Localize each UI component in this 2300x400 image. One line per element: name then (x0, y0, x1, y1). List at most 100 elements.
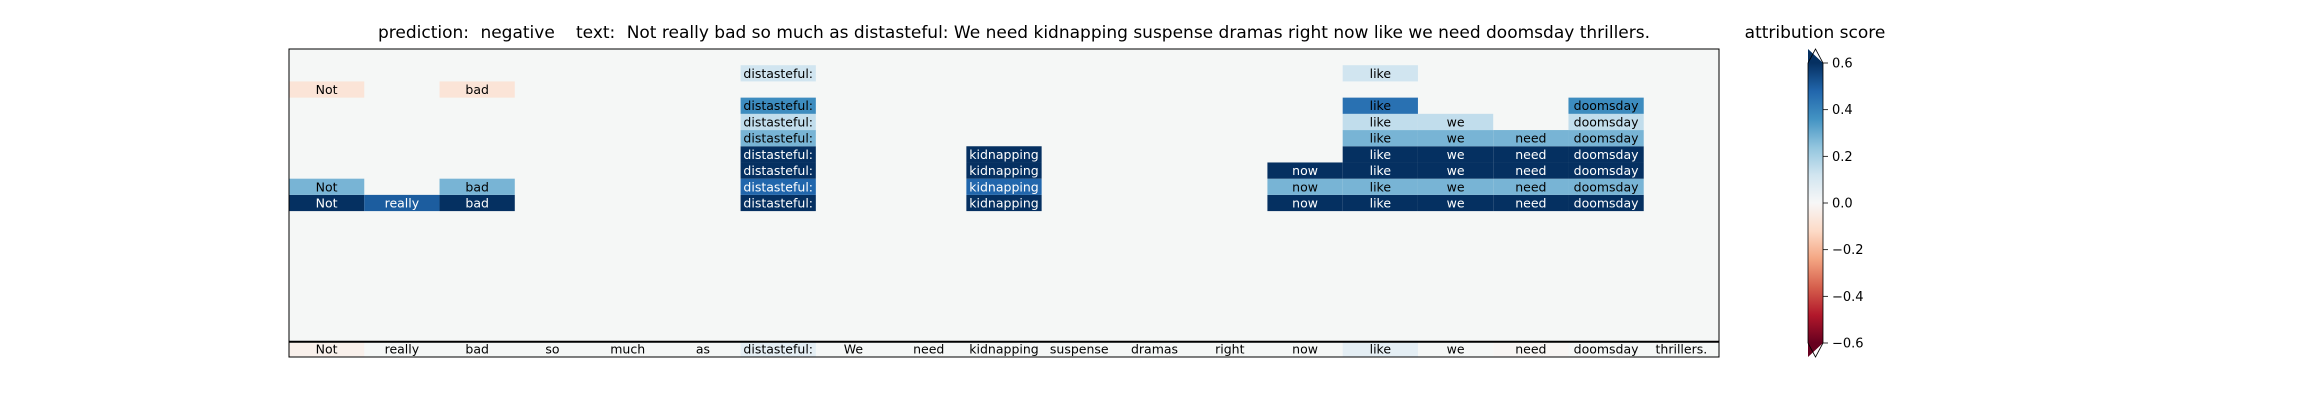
heatmap-cell: distasteful: (740, 65, 816, 82)
heatmap-cell: bad (439, 178, 515, 195)
heatmap-cell-token: bad (465, 341, 489, 356)
input-token-cell: we (1447, 341, 1465, 356)
heatmap-cell-token: we (1447, 147, 1465, 162)
heatmap-cell-token: doomsday (1574, 196, 1640, 211)
colorbar-extend-bottom (1808, 343, 1823, 357)
heatmap-cell-token: right (1215, 341, 1244, 356)
heatmap-cell-fill (966, 162, 1042, 179)
heatmap-cell-token: doomsday (1574, 131, 1640, 146)
heatmap-cell-fill (740, 146, 816, 163)
colorbar-tick-label: 0.0 (1832, 197, 1853, 212)
heatmap-cell-fill (439, 81, 515, 98)
heatmap-cell-fill (1568, 178, 1644, 195)
heatmap-cell-fill (1568, 162, 1644, 179)
heatmap-cell-token: distasteful: (743, 147, 813, 162)
heatmap-cell: need (1493, 178, 1569, 195)
heatmap-cell-fill (1417, 178, 1494, 195)
heatmap-cell-fill (1493, 178, 1569, 195)
title-prediction: prediction: negative (378, 23, 555, 43)
colorbar-ticks: 0.6 0.4 0.2 0.0 −0.2 −0.4 −0.6 (1823, 57, 1864, 352)
heatmap-cell-fill (1342, 65, 1418, 82)
heatmap-cell: Not (289, 81, 365, 98)
heatmap-cell-token: Not (316, 179, 338, 194)
heatmap-cell-token: kidnapping (969, 179, 1038, 194)
heatmap-cell-token: doomsday (1574, 341, 1640, 356)
heatmap-cell: distasteful: (740, 97, 816, 114)
colorbar-tick-label: −0.4 (1832, 290, 1864, 305)
heatmap-cell: like (1342, 113, 1418, 131)
heatmap-cell-token: so (545, 341, 559, 356)
heatmap-cell: like (1342, 162, 1418, 179)
heatmap-cell: doomsday (1568, 113, 1644, 131)
heatmap-cell-token: now (1292, 196, 1318, 211)
heatmap-cell-token: now (1292, 179, 1318, 194)
heatmap-cell: like (1342, 194, 1418, 212)
heatmap-cell: kidnapping (966, 162, 1042, 179)
heatmap-cell-fill (1493, 146, 1569, 163)
colorbar-tick-label: −0.2 (1832, 243, 1864, 258)
input-token-cell: suspense (1050, 341, 1109, 356)
heatmap-cell-fill (1267, 178, 1343, 195)
heatmap-cell-token: need (1515, 179, 1546, 194)
input-token-cell: much (610, 341, 645, 356)
heatmap-cell-fill (289, 194, 365, 212)
heatmap-cell: doomsday (1568, 130, 1644, 147)
colorbar: attribution score 0.6 0.4 0.2 0.0 −0.2 −0.4 −0… (1745, 23, 1885, 358)
input-token-cell: bad (465, 341, 489, 356)
heatmap-cell-token: distasteful: (743, 131, 813, 146)
heatmap-cell-token: doomsday (1574, 114, 1640, 129)
heatmap-cell-fill (1568, 130, 1644, 147)
heatmap-cell-fill (289, 340, 365, 357)
heatmap-cell: kidnapping (966, 146, 1042, 163)
heatmap-cell-token: thrillers. (1656, 341, 1708, 356)
heatmap-cell: need (1493, 146, 1569, 163)
heatmap-cell: we (1417, 113, 1494, 131)
heatmap-cell-token: distasteful: (743, 114, 813, 129)
heatmap-cell-token: now (1292, 341, 1318, 356)
heatmap-cell-token: need (1515, 196, 1546, 211)
heatmap-cell-token: Not (316, 82, 338, 97)
heatmap-cell: doomsday (1568, 146, 1644, 163)
heatmap-cell-fill (740, 194, 816, 212)
heatmap-cell-token: like (1370, 179, 1392, 194)
heatmap-cell: distasteful: (740, 178, 816, 195)
heatmap-cell-token: really (385, 196, 420, 211)
heatmap-cell: need (1493, 162, 1569, 179)
heatmap-cell: really (364, 194, 440, 212)
colorbar-tick-label: 0.6 (1832, 57, 1853, 72)
heatmap-cell: we (1417, 178, 1494, 195)
heatmap-cell: doomsday (1568, 194, 1644, 212)
heatmap-cell-fill (740, 178, 816, 195)
heatmap-cell-token: kidnapping (969, 147, 1038, 162)
heatmap-cell: like (1342, 146, 1418, 163)
heatmap-cell-fill (289, 178, 365, 195)
heatmap-cell: we (1417, 146, 1494, 163)
heatmap-cell-fill (439, 194, 515, 212)
heatmap-cell-token: dramas (1131, 341, 1178, 356)
heatmap-cell-fill (1267, 194, 1343, 212)
heatmap-cell-fill (1342, 97, 1418, 114)
heatmap-cell-fill (1493, 130, 1569, 147)
heatmap-cell: we (1417, 194, 1494, 212)
heatmap-cell: kidnapping (966, 178, 1042, 195)
heatmap-cell-token: distasteful: (743, 66, 813, 81)
heatmap-cell-fill (1568, 194, 1644, 212)
heatmap-cell: distasteful: (740, 113, 816, 131)
heatmap-cell-fill (1568, 113, 1644, 131)
heatmap-cell-token: distasteful: (743, 196, 813, 211)
heatmap-cell: we (1417, 162, 1494, 179)
heatmap-cell-fill (1568, 97, 1644, 114)
heatmap-cell: doomsday (1568, 178, 1644, 195)
heatmap-cell-token: distasteful: (743, 98, 813, 113)
heatmap: Not really bad distasteful: kidnapping now lik… (288, 48, 1720, 358)
input-token-cell: need (1493, 340, 1569, 357)
heatmap-cell-fill (439, 178, 515, 195)
title-text: text: Not really bad so much as distaste… (576, 23, 1650, 43)
heatmap-cell-fill (1342, 162, 1418, 179)
heatmap-cell: we (1417, 130, 1494, 147)
colorbar-gradient (1808, 63, 1823, 343)
heatmap-cell-fill (289, 81, 365, 98)
heatmap-cell: distasteful: (740, 162, 816, 179)
input-token-cell: doomsday (1574, 341, 1640, 356)
